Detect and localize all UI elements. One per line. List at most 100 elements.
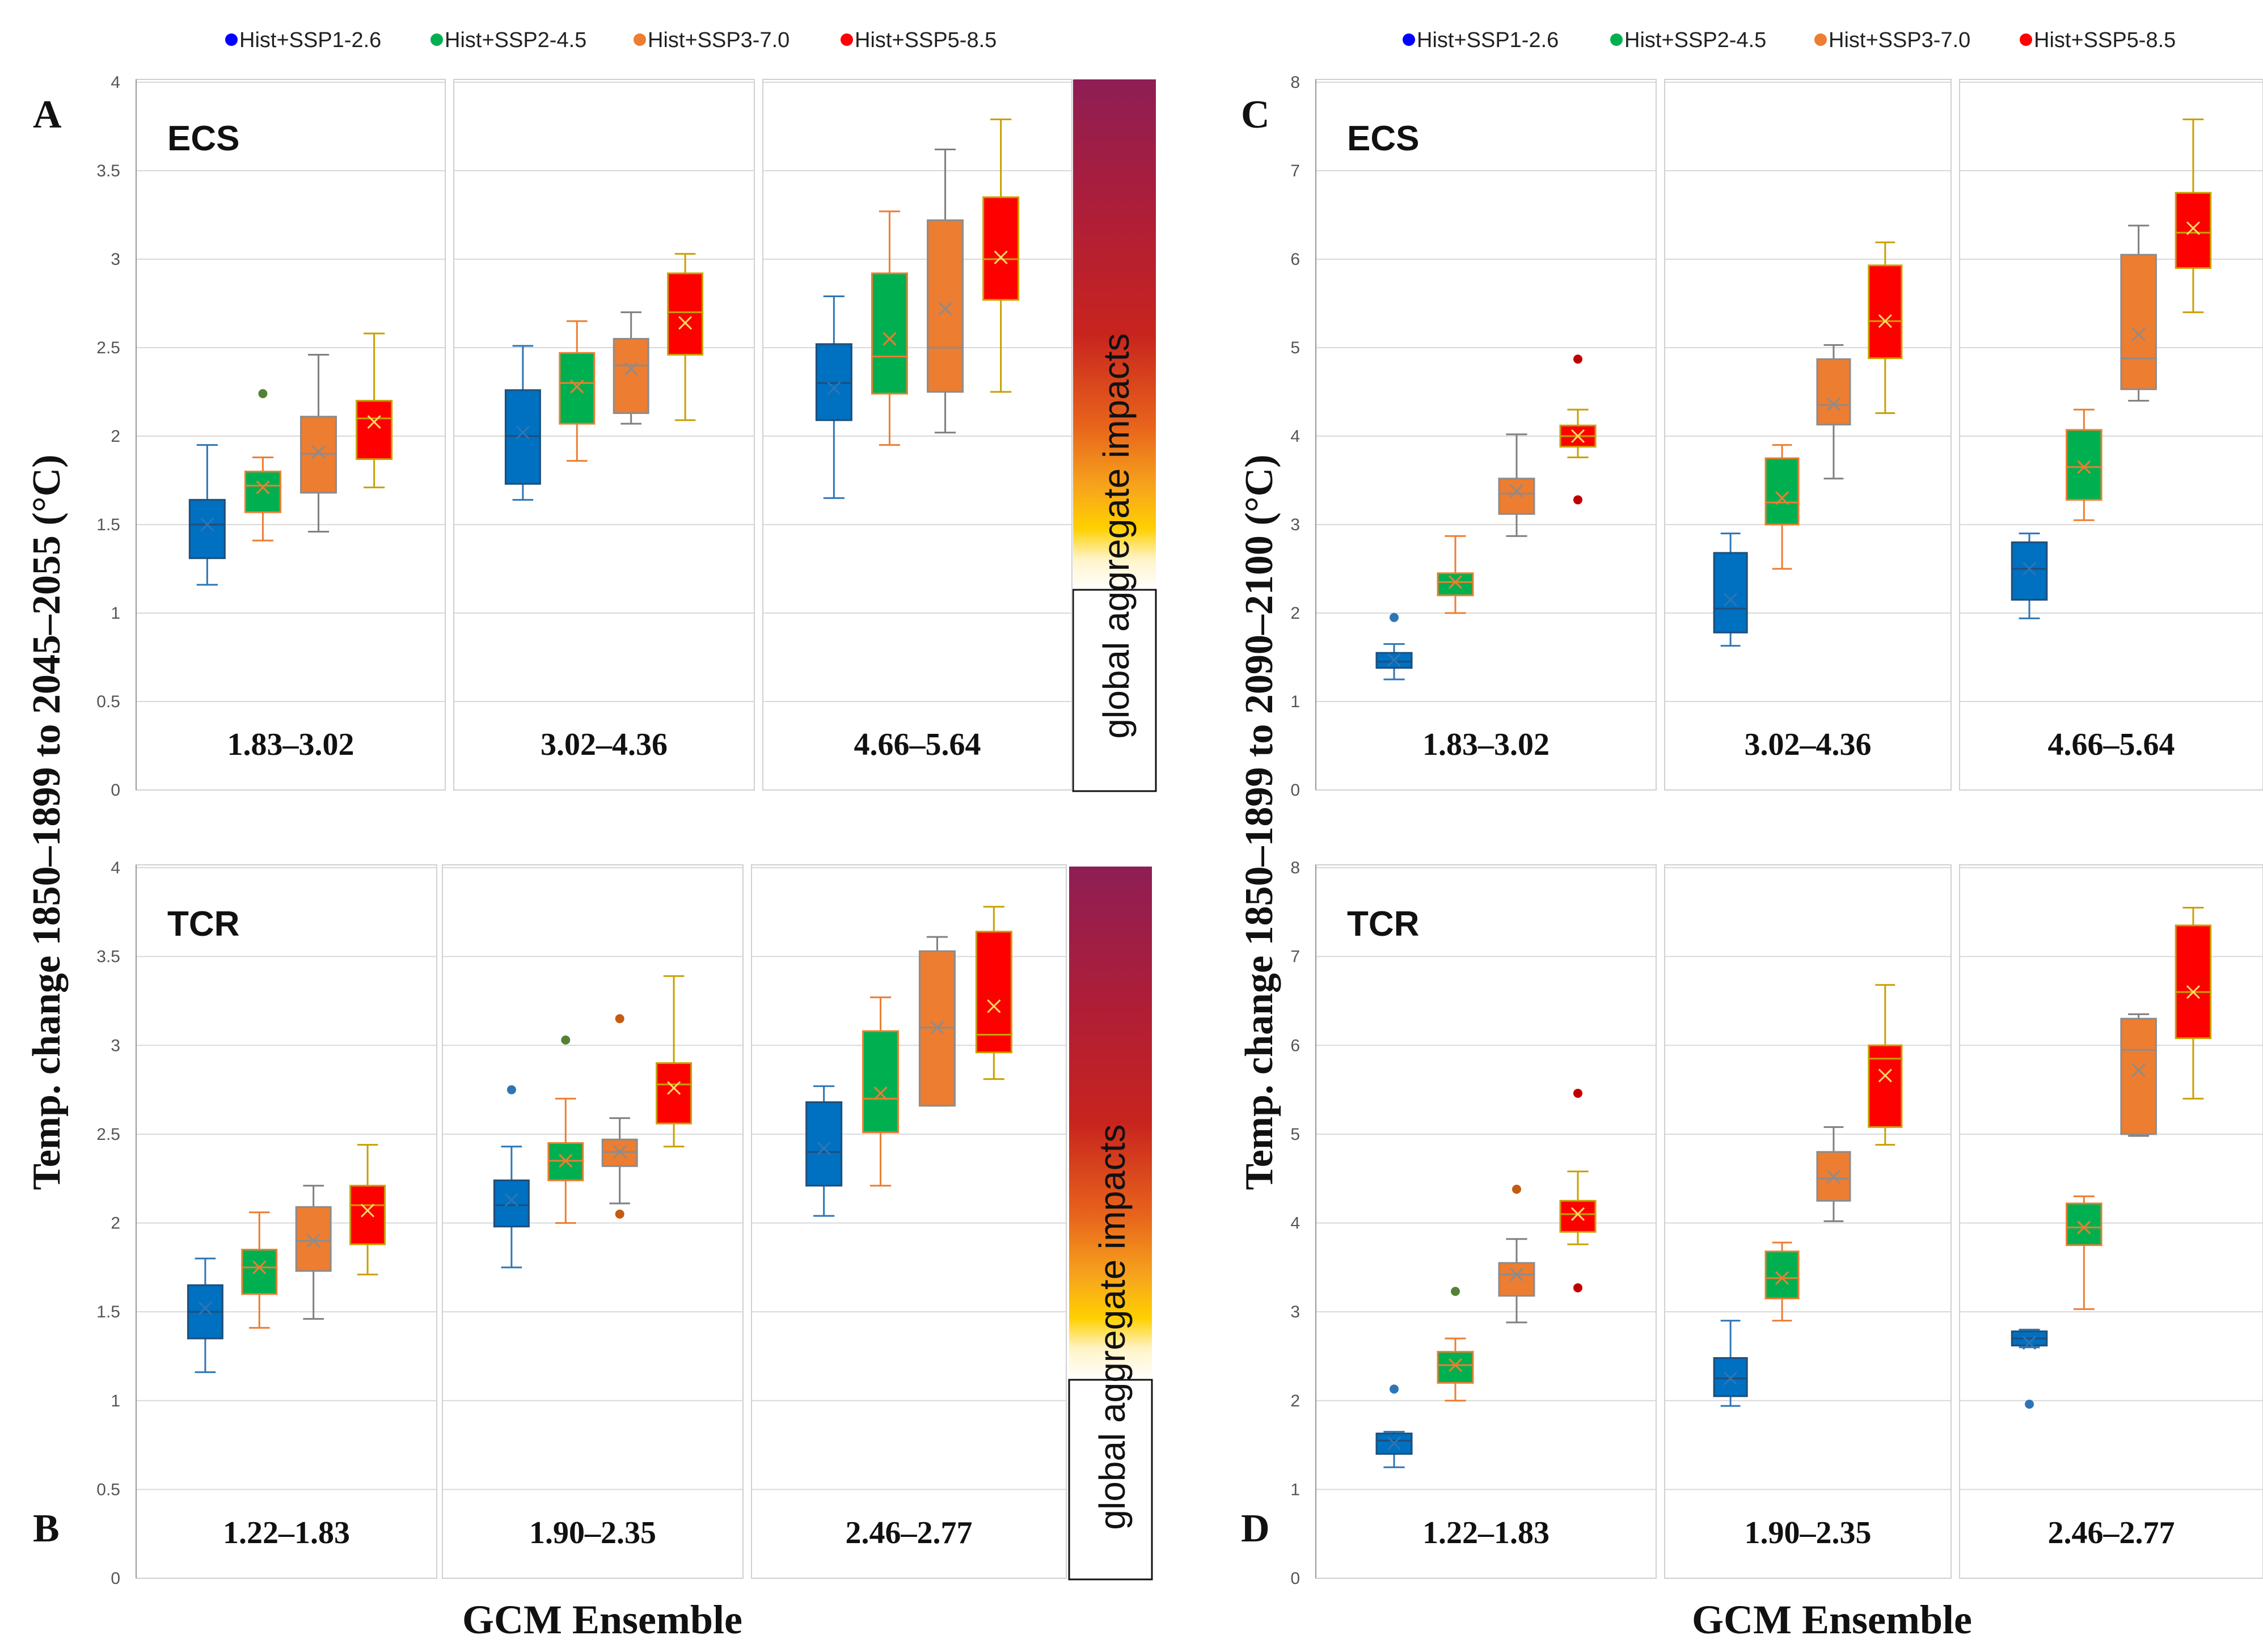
mean-marker-c-1-ssp126 <box>1724 593 1738 607</box>
mean-marker-b-2-ssp585 <box>987 999 1001 1013</box>
metric-title-c: ECS <box>1347 119 1419 158</box>
mean-marker-c-0-ssp585 <box>1570 429 1585 443</box>
y-tick-c-5: 5 <box>1290 339 1300 357</box>
outlier-d-0-ssp585-0 <box>1573 1283 1582 1292</box>
mean-marker-c-2-ssp126 <box>2022 561 2037 576</box>
mean-marker-a-0-ssp126 <box>200 517 214 532</box>
box-b-0-ssp585 <box>349 1185 386 1245</box>
box-d-1-ssp245 <box>1764 1250 1800 1300</box>
mean-marker-a-2-ssp126 <box>827 381 841 395</box>
mean-marker-d-0-ssp245 <box>1448 1358 1463 1372</box>
subpanel-frame-d-1 <box>1664 864 1952 1579</box>
outlier-b-1-ssp245-0 <box>561 1035 571 1045</box>
y-tick-d-1: 1 <box>1290 1480 1300 1499</box>
mean-marker-a-1-ssp245 <box>570 379 584 394</box>
legend-item-ssp585: Hist+SSP5-8.5 <box>841 28 997 52</box>
mean-marker-b-0-ssp585 <box>361 1203 375 1218</box>
mean-marker-c-0-ssp245 <box>1448 575 1463 589</box>
range-label-d-1: 1.90–2.35 <box>1745 1515 1872 1550</box>
range-label-a-0: 1.83–3.02 <box>227 727 354 762</box>
range-label-b-1: 1.90–2.35 <box>529 1515 656 1550</box>
impact-label-bottom: global aggregate impacts <box>1092 1124 1133 1530</box>
box-c-0-ssp245 <box>1437 572 1474 597</box>
subpanel-frame-d-0 <box>1315 864 1657 1579</box>
mean-marker-d-0-ssp370 <box>1509 1267 1524 1282</box>
mean-marker-b-1-ssp245 <box>559 1154 573 1168</box>
y-tick-b-3: 1.5 <box>96 1303 120 1321</box>
y-tick-b-2: 1 <box>111 1392 120 1410</box>
mean-marker-b-2-ssp370 <box>930 1020 944 1034</box>
box-a-1-ssp126 <box>504 389 541 485</box>
panel-c-ecs: 0 1 2 3 4 5 6 7 8 C ECS 1.83–3.02 3.02–4.36 4.66–5.64 <box>1241 73 2263 800</box>
legend-item-ssp370: Hist+SSP3-7.0 <box>634 28 789 52</box>
range-label-a-1: 3.02–4.36 <box>541 727 668 762</box>
box-d-1-ssp126 <box>1713 1357 1748 1397</box>
metric-title-a: ECS <box>167 119 239 158</box>
legend-item-ssp126-right: Hist+SSP1-2.6 <box>1403 28 1559 52</box>
mean-marker-b-0-ssp370 <box>306 1233 320 1248</box>
y-tick-d-4: 4 <box>1290 1214 1300 1233</box>
range-label-d-2: 2.46–2.77 <box>2048 1515 2175 1550</box>
y-axis-title-left: Temp. change 1850–1899 to 2045–2055 (°C) <box>25 454 69 1190</box>
impact-frame-bottom <box>1068 1379 1153 1581</box>
panel-letter-b: B <box>33 1507 60 1550</box>
y-tick-b-6: 3 <box>111 1036 120 1055</box>
box-a-2-ssp370 <box>927 219 964 393</box>
legend-label-ssp245: Hist+SSP2-4.5 <box>445 28 586 52</box>
y-tick-a-4: 2 <box>111 427 120 446</box>
mean-marker-a-1-ssp370 <box>624 362 638 376</box>
box-a-0-ssp126 <box>188 498 226 559</box>
y-tick-a-5: 2.5 <box>96 339 120 357</box>
mean-marker-c-2-ssp585 <box>2186 221 2201 235</box>
range-label-c-2: 4.66–5.64 <box>2048 727 2175 762</box>
y-tick-d-0: 0 <box>1290 1569 1300 1588</box>
outlier-c-0-ssp585-0 <box>1573 495 1582 505</box>
y-tick-a-3: 1.5 <box>96 516 120 534</box>
box-b-2-ssp585 <box>975 931 1012 1054</box>
metric-title-d: TCR <box>1347 905 1419 944</box>
subpanel-frame-c-1 <box>1664 79 1952 791</box>
legend-left: Hist+SSP1-2.6 Hist+SSP2-4.5 Hist+SSP3-7.… <box>225 28 997 52</box>
legend-dot-ssp585 <box>841 33 853 46</box>
box-d-2-ssp245 <box>2066 1202 2102 1247</box>
subpanel-frame-c-2 <box>1959 79 2263 791</box>
mean-marker-a-2-ssp585 <box>994 250 1008 264</box>
range-label-d-0: 1.22–1.83 <box>1422 1515 1550 1550</box>
legend-label-ssp126-right: Hist+SSP1-2.6 <box>1417 28 1559 52</box>
impact-gradient-bottom <box>1069 867 1152 1380</box>
box-c-1-ssp585 <box>1868 264 1903 360</box>
y-tick-c-0: 0 <box>1290 781 1300 800</box>
legend-dot-ssp245 <box>430 33 443 46</box>
subpanel-frame-b-0 <box>136 864 437 1579</box>
box-c-2-ssp370 <box>2120 253 2157 390</box>
mean-marker-c-2-ssp245 <box>2077 460 2091 474</box>
box-c-1-ssp370 <box>1816 358 1851 426</box>
outlier-d-0-ssp245-0 <box>1451 1287 1460 1296</box>
outlier-d-0-ssp370-0 <box>1512 1184 1521 1194</box>
legend-item-ssp126: Hist+SSP1-2.6 <box>225 28 381 52</box>
x-axis-title-left: GCM Ensemble <box>462 1597 742 1642</box>
legend-item-ssp245-right: Hist+SSP2-4.5 <box>1610 28 1766 52</box>
legend-item-ssp370-right: Hist+SSP3-7.0 <box>1814 28 1970 52</box>
y-tick-c-6: 6 <box>1290 250 1300 269</box>
outlier-c-0-ssp126-0 <box>1390 612 1399 622</box>
y-tick-b-4: 2 <box>111 1214 120 1233</box>
box-b-1-ssp585 <box>656 1062 693 1125</box>
mean-marker-b-0-ssp126 <box>198 1301 212 1315</box>
legend-right: Hist+SSP1-2.6 Hist+SSP2-4.5 Hist+SSP3-7.… <box>1403 28 2176 52</box>
mean-marker-a-2-ssp370 <box>938 302 952 316</box>
mean-marker-d-2-ssp245 <box>2077 1220 2091 1235</box>
subpanel-frame-a-0 <box>136 79 446 791</box>
box-c-2-ssp245 <box>2066 429 2102 501</box>
box-a-0-ssp245 <box>244 470 281 513</box>
y-tick-c-2: 2 <box>1290 604 1300 623</box>
legend-label-ssp370-right: Hist+SSP3-7.0 <box>1829 28 1970 52</box>
mean-marker-a-2-ssp245 <box>883 332 897 346</box>
y-tick-b-0: 0 <box>111 1569 120 1588</box>
range-label-c-0: 1.83–3.02 <box>1422 727 1550 762</box>
mean-marker-d-1-ssp585 <box>1878 1068 1892 1083</box>
impact-label-top: global aggregate impacts <box>1096 333 1137 738</box>
y-tick-c-8: 8 <box>1290 73 1300 92</box>
box-c-1-ssp126 <box>1713 552 1748 633</box>
